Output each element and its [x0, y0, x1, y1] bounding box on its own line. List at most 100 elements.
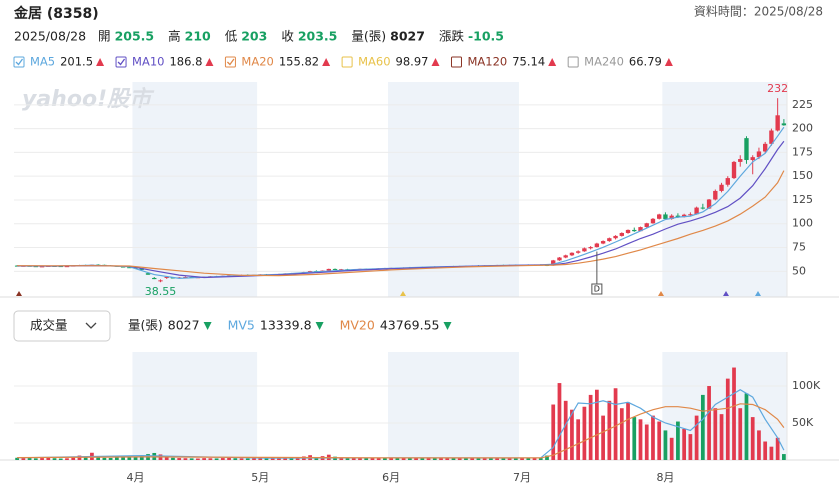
volume-bar [345, 458, 350, 460]
y-tick-label: 100 [792, 217, 813, 230]
candle-body [120, 266, 126, 268]
trend-up-arrow [431, 58, 440, 66]
volume-bar [657, 421, 662, 460]
volume-bar [15, 457, 19, 460]
volume-bar [644, 424, 649, 460]
trend-up-arrow [548, 58, 557, 66]
high-label: 232 [767, 82, 788, 95]
volume-bar [763, 441, 768, 460]
month-shade [388, 352, 519, 460]
ma-value: 98.97 [396, 55, 429, 69]
event-label: D [594, 285, 600, 294]
volume-bar [33, 458, 38, 460]
ma-value: 66.79 [629, 55, 662, 69]
volume-bar [669, 437, 674, 460]
candle-body [625, 229, 631, 233]
marks-layer [14, 98, 787, 460]
volume-bar [46, 457, 51, 460]
volume-bar [283, 457, 288, 460]
volume-bar [613, 388, 618, 460]
candle-body [719, 184, 724, 191]
month-shade [388, 82, 519, 297]
quote-label: 開 [98, 29, 111, 44]
volume-selector[interactable]: 成交量 [30, 318, 68, 333]
candle-body [650, 218, 656, 224]
volume-bar [252, 458, 256, 460]
volume-bar [457, 457, 462, 460]
x-tick-label: 8月 [656, 471, 674, 484]
volume-bar [732, 367, 736, 460]
candle-body [619, 232, 624, 236]
candle-body [551, 260, 556, 266]
ma-checkbox[interactable] [224, 56, 236, 68]
y-tick-label: 50 [792, 264, 806, 277]
x-tick-label: 6月 [382, 471, 400, 484]
ma-checkbox[interactable] [13, 56, 25, 68]
quote-value: 8027 [390, 29, 425, 44]
ma-name: MA240 [584, 55, 624, 69]
volume-bar [389, 457, 394, 460]
volume-legend-name: MV20 [340, 318, 375, 333]
volume-bar [233, 458, 238, 460]
candle-body [613, 235, 618, 239]
ma-value: 186.8 [169, 55, 202, 69]
volume-tick-label: 100K [792, 379, 821, 392]
ma-name: MA10 [132, 55, 164, 69]
volume-bar [757, 430, 761, 460]
volume-bar [121, 456, 125, 460]
volume-bar [383, 458, 387, 460]
volume-bar [220, 458, 225, 460]
candle-body [607, 238, 612, 242]
ma-name: MA20 [241, 55, 273, 69]
volume-bar [532, 457, 537, 460]
candle-body [694, 207, 699, 215]
volume-legend-name: MV5 [228, 318, 255, 333]
low-label: 38.55 [145, 285, 177, 298]
volume-bar [364, 458, 369, 460]
candle-body [775, 115, 780, 131]
grid-layer [0, 82, 839, 461]
ma-checkbox[interactable] [567, 56, 579, 68]
volume-bar [407, 458, 412, 460]
volume-bar [489, 458, 493, 460]
volume-bar [682, 428, 687, 460]
y-tick-label: 75 [792, 241, 806, 254]
ma-checkbox[interactable] [115, 56, 127, 68]
volume-bar [414, 457, 418, 460]
ma-checkbox[interactable] [450, 56, 462, 68]
candle-body [575, 251, 581, 253]
event-marker [723, 291, 729, 296]
data-time: 資料時間：2025/08/28 [694, 5, 823, 19]
event-box[interactable] [591, 283, 603, 295]
volume-selector-box[interactable] [13, 310, 111, 342]
volume-bar [65, 458, 69, 460]
volume-bar [464, 458, 468, 460]
volume-bar [21, 458, 26, 460]
volume-bar [582, 406, 587, 460]
checkmark [226, 58, 235, 66]
volume-bar [619, 408, 624, 460]
volume-bar [482, 457, 487, 460]
volume-bar [277, 458, 281, 460]
event-marker [755, 291, 761, 296]
volume-bar [208, 458, 213, 460]
volume-bar [214, 458, 219, 460]
candle-body [688, 214, 693, 216]
candle-body [713, 190, 718, 200]
candle-body [600, 241, 606, 244]
trend-down-arrow [315, 322, 324, 330]
candle-body [644, 223, 649, 228]
volume-bar [476, 458, 481, 460]
candle-body [133, 267, 138, 269]
volume-bar [588, 394, 593, 460]
event-marker [16, 291, 22, 296]
ma-checkbox[interactable] [341, 56, 353, 68]
volume-legend-name: 量(張) [128, 318, 163, 333]
event-marker [658, 291, 664, 296]
volume-bar [495, 457, 499, 460]
x-tick-label: 7月 [513, 471, 531, 484]
volume-bar [420, 458, 425, 460]
volume-bar [133, 457, 138, 460]
volume-bar [638, 419, 643, 460]
volume-bar [594, 389, 599, 460]
